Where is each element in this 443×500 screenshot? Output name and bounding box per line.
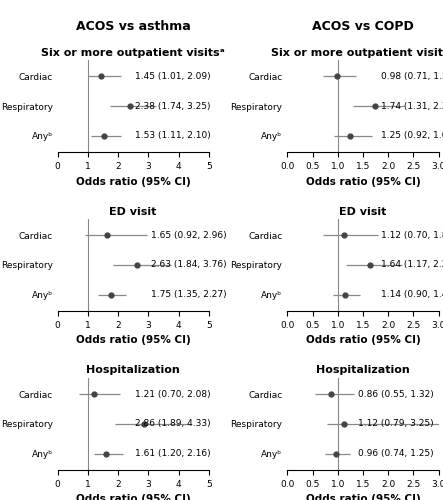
- Text: 0.96 (0.74, 1.25): 0.96 (0.74, 1.25): [358, 449, 434, 458]
- Text: 1.65 (0.92, 2.96): 1.65 (0.92, 2.96): [152, 230, 227, 239]
- Title: Hospitalization: Hospitalization: [86, 366, 180, 376]
- Text: 1.12 (0.79, 3.25): 1.12 (0.79, 3.25): [358, 420, 434, 428]
- Text: 2.86 (1.89, 4.33): 2.86 (1.89, 4.33): [135, 420, 210, 428]
- Title: ED visit: ED visit: [109, 206, 157, 216]
- Text: ACOS vs COPD: ACOS vs COPD: [312, 20, 414, 32]
- Text: 0.98 (0.71, 1.36): 0.98 (0.71, 1.36): [381, 72, 443, 81]
- Text: 1.45 (1.01, 2.09): 1.45 (1.01, 2.09): [135, 72, 210, 81]
- Text: 1.12 (0.70, 1.80): 1.12 (0.70, 1.80): [381, 230, 443, 239]
- Title: Six or more outpatient visitsᵃ: Six or more outpatient visitsᵃ: [41, 48, 225, 58]
- Text: 1.61 (1.20, 2.16): 1.61 (1.20, 2.16): [135, 449, 210, 458]
- X-axis label: Odds ratio (95% CI): Odds ratio (95% CI): [76, 176, 190, 186]
- Text: 1.21 (0.70, 2.08): 1.21 (0.70, 2.08): [135, 390, 210, 398]
- Text: 1.14 (0.90, 1.45): 1.14 (0.90, 1.45): [381, 290, 443, 300]
- X-axis label: Odds ratio (95% CI): Odds ratio (95% CI): [306, 176, 420, 186]
- Text: 1.64 (1.17, 2.28): 1.64 (1.17, 2.28): [381, 260, 443, 270]
- Title: Six or more outpatient visitsᵃ: Six or more outpatient visitsᵃ: [271, 48, 443, 58]
- Title: Hospitalization: Hospitalization: [316, 366, 410, 376]
- Text: 1.53 (1.11, 2.10): 1.53 (1.11, 2.10): [135, 132, 210, 140]
- Text: 1.25 (0.92, 1.68): 1.25 (0.92, 1.68): [381, 132, 443, 140]
- X-axis label: Odds ratio (95% CI): Odds ratio (95% CI): [306, 336, 420, 345]
- X-axis label: Odds ratio (95% CI): Odds ratio (95% CI): [76, 494, 190, 500]
- Title: ED visit: ED visit: [339, 206, 387, 216]
- Text: 0.86 (0.55, 1.32): 0.86 (0.55, 1.32): [358, 390, 434, 398]
- X-axis label: Odds ratio (95% CI): Odds ratio (95% CI): [306, 494, 420, 500]
- Text: ACOS vs asthma: ACOS vs asthma: [76, 20, 190, 32]
- Text: 1.74 (1.31, 2.32): 1.74 (1.31, 2.32): [381, 102, 443, 110]
- Text: 2.38 (1.74, 3.25): 2.38 (1.74, 3.25): [135, 102, 210, 110]
- Text: 2.63 (1.84, 3.76): 2.63 (1.84, 3.76): [152, 260, 227, 270]
- Text: 1.75 (1.35, 2.27): 1.75 (1.35, 2.27): [152, 290, 227, 300]
- X-axis label: Odds ratio (95% CI): Odds ratio (95% CI): [76, 336, 190, 345]
